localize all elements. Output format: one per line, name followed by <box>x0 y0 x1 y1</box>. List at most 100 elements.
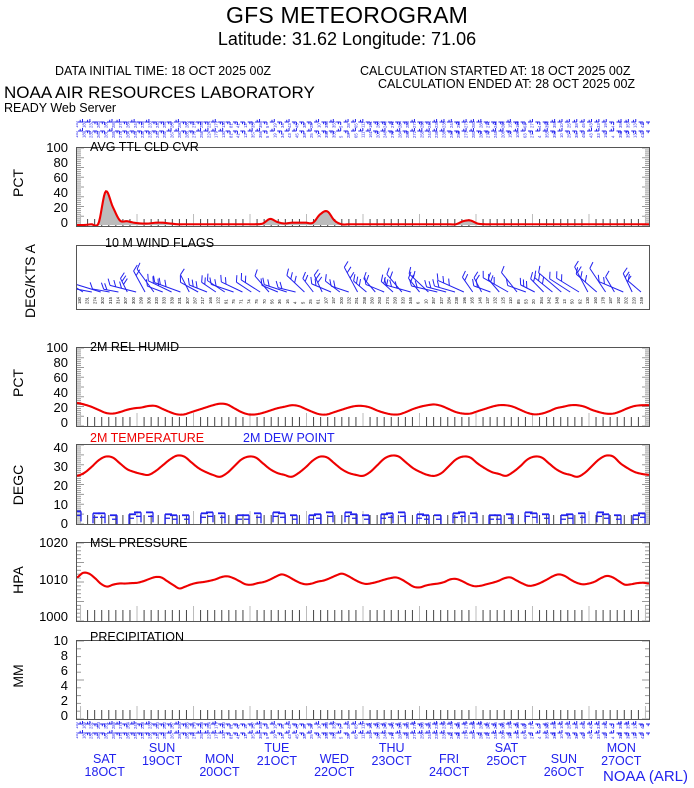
svg-text:285: 285 <box>184 130 189 138</box>
svg-text:19: 19 <box>603 123 608 128</box>
svg-text:263: 263 <box>96 120 101 128</box>
svg-text:38: 38 <box>574 724 579 729</box>
wind-flags-plot: 180 231 274 302 315 314 307 300 299 306 320 333 339 3… <box>76 245 650 310</box>
rh-ytick-0: 0 <box>60 415 68 430</box>
svg-text:178: 178 <box>601 296 606 304</box>
svg-text:19: 19 <box>603 724 608 729</box>
svg-text:299: 299 <box>139 296 144 304</box>
svg-text:110: 110 <box>508 297 513 304</box>
svg-text:272: 272 <box>486 721 491 729</box>
svg-text:217: 217 <box>200 296 205 304</box>
svg-text:356: 356 <box>618 731 623 739</box>
svg-text:263: 263 <box>377 296 382 304</box>
svg-text:281: 281 <box>103 731 108 739</box>
cloud-cover-plot <box>76 147 650 227</box>
day-date: 25OCT <box>486 754 527 768</box>
svg-text:285: 285 <box>184 120 189 128</box>
svg-text:249: 249 <box>133 120 138 128</box>
svg-text:258: 258 <box>456 120 461 128</box>
svg-text:12: 12 <box>243 734 248 739</box>
svg-text:359: 359 <box>552 120 557 128</box>
day-label-24oct: FRI 24OCT <box>419 753 479 779</box>
svg-text:252: 252 <box>162 130 167 138</box>
svg-text:42: 42 <box>640 734 645 739</box>
svg-text:189: 189 <box>81 731 86 739</box>
humidity-yaxis-label: PCT <box>10 369 26 397</box>
upper-wind-barb-strip: 140 189 232 263 281 285 278 264 249 238 235 240 252 2… <box>76 116 650 140</box>
svg-text:272: 272 <box>390 721 395 729</box>
svg-text:355: 355 <box>331 721 336 729</box>
svg-text:65: 65 <box>353 123 358 128</box>
svg-text:146: 146 <box>477 296 482 304</box>
svg-text:264: 264 <box>125 721 130 729</box>
svg-text:224: 224 <box>206 721 211 729</box>
svg-text:284: 284 <box>397 130 402 138</box>
svg-text:356: 356 <box>618 130 623 138</box>
svg-text:249: 249 <box>639 296 644 304</box>
svg-text:320: 320 <box>154 296 159 304</box>
svg-text:91: 91 <box>223 299 228 304</box>
svg-text:272: 272 <box>412 120 417 128</box>
svg-text:189: 189 <box>81 130 86 138</box>
svg-text:283: 283 <box>405 130 410 138</box>
svg-text:272: 272 <box>486 120 491 128</box>
svg-text:244: 244 <box>449 130 454 138</box>
svg-text:283: 283 <box>405 721 410 729</box>
svg-text:187: 187 <box>608 296 613 304</box>
svg-text:224: 224 <box>206 731 211 739</box>
svg-text:357: 357 <box>250 130 255 138</box>
svg-text:240: 240 <box>155 721 160 729</box>
precip-ytick-6: 6 <box>60 663 68 678</box>
day-date: 27OCT <box>601 754 642 768</box>
svg-text:25: 25 <box>566 123 571 128</box>
svg-text:238: 238 <box>140 120 145 128</box>
pressure-panel-title: MSL PRESSURE <box>90 536 188 550</box>
svg-text:258: 258 <box>199 731 204 739</box>
svg-text:25: 25 <box>309 133 314 138</box>
svg-text:5: 5 <box>265 135 270 138</box>
svg-text:16: 16 <box>285 299 290 304</box>
svg-text:140: 140 <box>76 721 79 729</box>
svg-text:50: 50 <box>570 299 575 304</box>
data-initial-time: DATA INITIAL TIME: 18 OCT 2025 00Z <box>55 64 272 78</box>
svg-text:25: 25 <box>566 133 571 138</box>
svg-text:278: 278 <box>192 731 197 739</box>
svg-text:45: 45 <box>581 734 586 739</box>
svg-text:75: 75 <box>254 299 259 304</box>
day-of-week: SAT <box>494 741 519 755</box>
day-of-week: THU <box>378 741 405 755</box>
svg-text:327: 327 <box>439 296 444 304</box>
svg-text:34: 34 <box>280 133 285 138</box>
svg-text:5: 5 <box>339 726 344 729</box>
cloud-ytick-60: 60 <box>53 170 68 185</box>
svg-text:71: 71 <box>239 299 244 304</box>
server-name: READY Web Server <box>4 101 117 115</box>
svg-text:285: 285 <box>111 721 116 729</box>
svg-text:63: 63 <box>522 133 527 138</box>
svg-text:258: 258 <box>419 731 424 739</box>
svg-text:10: 10 <box>423 299 428 304</box>
day-of-week: SUN <box>148 741 176 755</box>
svg-text:246: 246 <box>383 731 388 739</box>
svg-text:157: 157 <box>331 296 336 304</box>
precip-yaxis-label: MM <box>10 664 26 688</box>
svg-text:33: 33 <box>596 133 601 138</box>
svg-text:244: 244 <box>427 721 432 729</box>
svg-text:258: 258 <box>456 130 461 138</box>
svg-text:206: 206 <box>500 731 505 739</box>
svg-text:283: 283 <box>405 120 410 128</box>
svg-text:281: 281 <box>103 721 108 729</box>
day-label-22oct: WED 22OCT <box>304 753 364 779</box>
svg-text:10: 10 <box>559 734 564 739</box>
precip-ytick-10: 10 <box>53 633 68 648</box>
svg-text:278: 278 <box>118 731 123 739</box>
rh-ytick-60: 60 <box>53 370 68 385</box>
svg-text:284: 284 <box>478 731 483 739</box>
svg-text:130: 130 <box>221 731 226 739</box>
svg-text:278: 278 <box>192 721 197 729</box>
svg-text:356: 356 <box>258 721 263 729</box>
svg-text:160: 160 <box>593 296 598 304</box>
svg-text:355: 355 <box>544 130 549 138</box>
svg-text:307: 307 <box>185 296 190 304</box>
svg-text:267: 267 <box>192 296 197 304</box>
